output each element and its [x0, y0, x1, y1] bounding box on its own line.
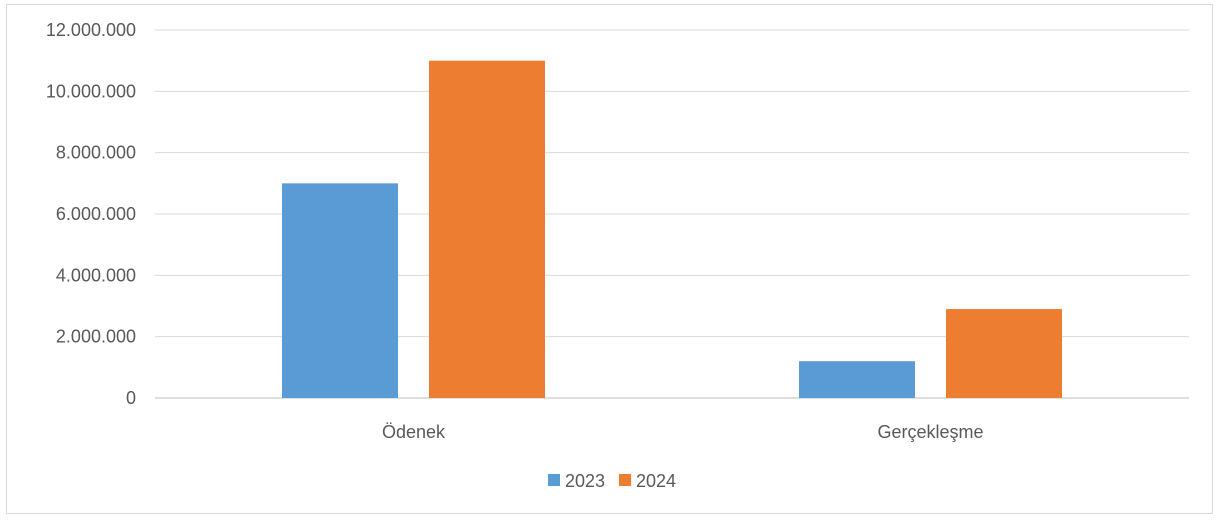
legend: 2023 2024: [548, 471, 676, 491]
legend-swatch-2024: [619, 474, 631, 486]
y-tick-label: 8.000.000: [56, 143, 136, 163]
bar-2024-odenek: [429, 60, 545, 399]
bar-2023-odenek: [282, 183, 398, 398]
bars: [282, 60, 1062, 399]
bar-2024-gerceklesme: [946, 309, 1062, 398]
y-tick-label: 12.000.000: [46, 20, 136, 40]
x-category-label: Gerçekleşme: [877, 422, 983, 442]
chart-frame: [6, 4, 1213, 514]
y-tick-label: 10.000.000: [46, 81, 136, 101]
bar-2023-gerceklesme: [799, 361, 915, 398]
x-category-label: Ödenek: [382, 422, 446, 442]
legend-swatch-2023: [548, 474, 560, 486]
y-tick-label: 0: [126, 388, 136, 408]
y-tick-label: 2.000.000: [56, 327, 136, 347]
y-axis-tick-labels: 0 2.000.000 4.000.000 6.000.000 8.000.000 10.…: [46, 20, 136, 408]
y-tick-label: 6.000.000: [56, 204, 136, 224]
legend-label-2024: 2024: [636, 471, 676, 491]
y-tick-label: 4.000.000: [56, 265, 136, 285]
x-axis-category-labels: Ödenek Gerçekleşme: [382, 422, 984, 442]
legend-label-2023: 2023: [565, 471, 605, 491]
